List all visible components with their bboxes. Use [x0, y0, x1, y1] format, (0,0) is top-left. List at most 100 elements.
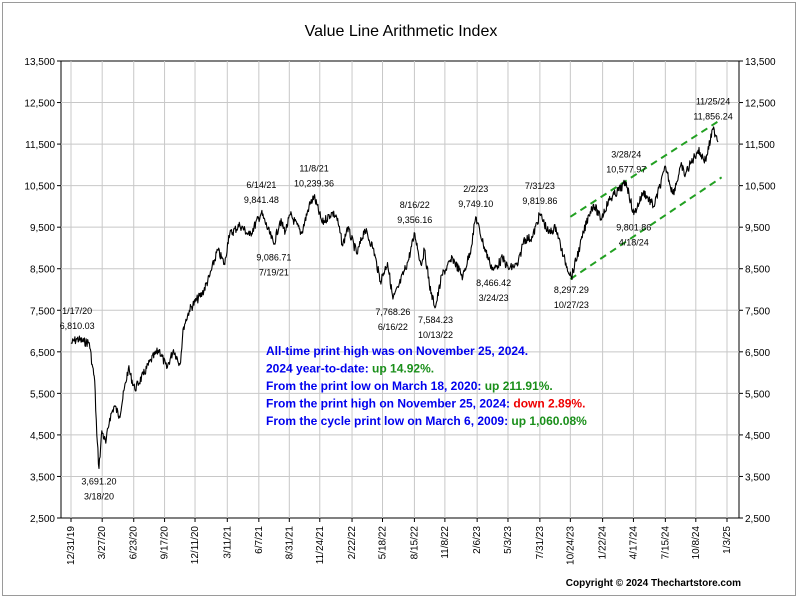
- annotation-label: 1/17/20 6,810.03: [60, 306, 95, 331]
- y-axis-right: 2,500 3,500 4,500 5,500 6,500 7,500 8,500 9,500…: [739, 57, 776, 525]
- info-line: All-time print high was on November 25, …: [266, 344, 528, 358]
- x-tick-label: 11/24/21: [315, 526, 326, 565]
- x-tick-label: 4/17/24: [628, 526, 639, 560]
- annotation-text: 11,856.24: [693, 111, 732, 121]
- y-tick-label-left: 2,500: [30, 514, 55, 525]
- y-tick-label-right: 8,500: [745, 265, 770, 276]
- annotation-text: 9,819.86: [522, 196, 557, 206]
- annotation-label: 9,086.71 7/19/21: [256, 252, 291, 277]
- x-tick-label: 2/22/22: [347, 526, 358, 560]
- annotation-text: 7,584.23: [418, 315, 453, 325]
- y-tick-label-left: 11,500: [25, 140, 55, 151]
- annotation-text: 6/16/22: [378, 322, 408, 332]
- annotation-text: 1/17/20: [62, 306, 92, 316]
- annotation-text: 10/13/22: [418, 330, 453, 340]
- annotation-text: 9,841.48: [244, 195, 279, 205]
- y-tick-label-left: 9,500: [30, 223, 55, 234]
- info-box: All-time print high was on November 25, …: [266, 344, 587, 428]
- y-tick-label-right: 13,500: [745, 57, 776, 68]
- annotation-label: 8/16/22 9,356.16: [397, 200, 432, 225]
- y-tick-label-right: 5,500: [745, 389, 770, 400]
- y-tick-label-left: 10,500: [24, 182, 55, 193]
- trend-channel-line: [569, 118, 723, 218]
- annotation-label: 11/25/24 11,856.24: [693, 96, 732, 121]
- grid-lines: [61, 61, 739, 518]
- info-text-part: up 1,060.08%: [511, 414, 587, 428]
- annotation-label: 7,768.26 6/16/22: [375, 307, 410, 332]
- y-tick-label-right: 12,500: [745, 99, 776, 110]
- y-tick-label-left: 7,500: [30, 306, 55, 317]
- annotation-label: 7/31/23 9,819.86: [522, 181, 557, 206]
- info-line: From the print low on March 18, 2020: up…: [266, 379, 553, 393]
- x-tick-label: 6/23/20: [129, 526, 140, 560]
- info-text-part: 2024 year-to-date:: [266, 362, 372, 376]
- annotation-text: 11/25/24: [696, 96, 730, 106]
- trend-channel-line: [569, 176, 723, 280]
- annotation-text: 9,086.71: [256, 252, 291, 262]
- info-text-part: From the print low on March 18, 2020:: [266, 379, 485, 393]
- x-tick-label: 1/22/24: [598, 526, 609, 560]
- y-tick-label-right: 11,500: [745, 140, 775, 151]
- annotation-text: 7/19/21: [259, 267, 289, 277]
- annotation-text: 10/27/23: [554, 300, 589, 310]
- annotation-text: 9,749.10: [458, 199, 493, 209]
- annotation-text: 11/8/21: [299, 163, 328, 173]
- y-tick-label-right: 6,500: [745, 348, 770, 359]
- x-tick-label: 11/8/22: [440, 526, 451, 559]
- x-tick-label: 10/8/24: [691, 526, 702, 560]
- y-tick-label-left: 5,500: [30, 389, 55, 400]
- annotation-text: 9,356.16: [397, 215, 432, 225]
- y-tick-label-right: 7,500: [745, 306, 770, 317]
- x-tick-label: 12/31/19: [66, 526, 77, 565]
- annotation-text: 2/2/23: [463, 184, 488, 194]
- annotation-label: 2/2/23 9,749.10: [458, 184, 493, 209]
- info-text-part: From the cycle print low on March 6, 200…: [266, 414, 511, 428]
- x-tick-label: 6/7/21: [254, 526, 265, 554]
- trend-channel: [569, 118, 723, 280]
- annotation-label: 8,466.42 3/24/23: [476, 278, 511, 303]
- x-tick-label: 12/11/20: [190, 526, 201, 565]
- chart-title: Value Line Arithmetic Index: [305, 23, 498, 40]
- series-group: [70, 126, 719, 470]
- y-tick-label-left: 6,500: [30, 348, 55, 359]
- info-text-part: From the print high on November 25, 2024…: [266, 397, 513, 411]
- y-tick-label-right: 3,500: [745, 472, 770, 483]
- x-tick-label: 1/3/25: [722, 526, 733, 554]
- x-tick-label: 8/15/22: [409, 526, 420, 560]
- x-tick-label: 5/18/22: [378, 526, 389, 560]
- x-tick-label: 3/11/21: [222, 526, 233, 559]
- plot-area: [60, 60, 740, 519]
- x-tick-label: 2/6/23: [472, 526, 483, 554]
- annotation-text: 3,691.20: [81, 477, 116, 487]
- series-line: [70, 126, 719, 470]
- info-text-part: down 2.89%.: [513, 397, 585, 411]
- x-tick-label: 7/31/23: [535, 526, 546, 560]
- annotation-text: 3/24/23: [479, 293, 509, 303]
- y-tick-label-left: 13,500: [24, 57, 55, 68]
- annotation-text: 3/18/20: [84, 492, 114, 502]
- y-tick-label-right: 9,500: [745, 223, 770, 234]
- info-line: From the print high on November 25, 2024…: [266, 397, 585, 411]
- x-tick-label: 7/15/24: [660, 526, 671, 560]
- annotation-label: 8,297.29 10/27/23: [554, 285, 589, 310]
- x-tick-label: 8/31/21: [284, 526, 295, 560]
- annotation-text: 3/28/24: [611, 149, 641, 159]
- info-line: 2024 year-to-date: up 14.92%.: [266, 362, 434, 376]
- y-tick-label-right: 10,500: [745, 182, 776, 193]
- annotation-label: 7,584.23 10/13/22: [418, 315, 453, 340]
- x-tick-label: 3/27/20: [97, 526, 108, 560]
- y-tick-label-left: 3,500: [30, 472, 55, 483]
- annotation-text: 6/14/21: [246, 180, 276, 190]
- annotation-text: 8/16/22: [400, 200, 430, 210]
- annotation-label: 6/14/21 9,841.48: [244, 180, 279, 205]
- y-tick-label-right: 4,500: [745, 431, 770, 442]
- y-tick-label-left: 8,500: [30, 265, 55, 276]
- annotation-text: 8,466.42: [476, 278, 511, 288]
- value-line-chart: Value Line Arithmetic Index 2,500 3,500 4,…: [24, 23, 776, 589]
- annotation-text: 6,810.03: [60, 321, 95, 331]
- info-text-part: up 14.92%.: [372, 362, 434, 376]
- info-text-part: All-time print high was on November 25, …: [266, 344, 528, 358]
- annotation-label: 3/28/24 10,577.97: [606, 149, 646, 174]
- annotation-label: 9,801.86 4/18/24: [616, 223, 651, 248]
